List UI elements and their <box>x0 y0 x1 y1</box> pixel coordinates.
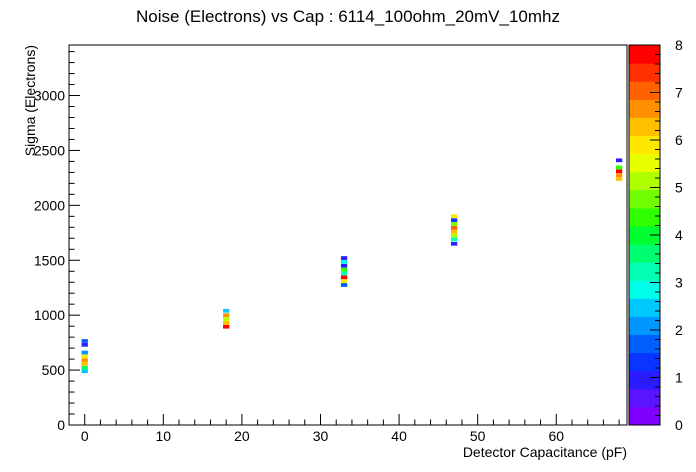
palette-tick-label: 0 <box>675 417 683 433</box>
x-tick-label: 60 <box>548 428 564 444</box>
palette-swatch <box>629 262 660 281</box>
heatmap-cell <box>340 271 348 276</box>
palette-swatch <box>629 63 660 82</box>
palette-tick-label: 7 <box>675 85 683 101</box>
palette-tick-label: 8 <box>675 37 683 53</box>
palette-tick-label: 1 <box>675 370 683 386</box>
palette-swatch <box>629 99 660 118</box>
heatmap-cell <box>340 256 348 260</box>
heatmap-cell <box>81 362 88 366</box>
heatmap-cell <box>223 317 230 321</box>
heatmap-cell <box>340 279 348 283</box>
palette-swatch <box>629 244 660 263</box>
palette-swatch <box>629 406 660 426</box>
heatmap-cell <box>340 275 348 280</box>
heatmap-cell <box>223 308 230 313</box>
heatmap-cell <box>450 233 458 238</box>
chart-title: Noise (Electrons) vs Cap : 6114_100ohm_2… <box>136 7 560 26</box>
palette-tick-label: 2 <box>675 322 683 338</box>
heatmap-cell <box>450 237 458 242</box>
palette-swatch <box>629 334 660 354</box>
palette-swatch <box>629 207 660 227</box>
heatmap-cell <box>615 158 623 163</box>
heatmap-cell <box>615 169 623 174</box>
palette-swatch <box>629 153 660 173</box>
palette-swatch <box>629 45 660 64</box>
plot-frame-layer <box>68 44 628 426</box>
palette-swatch <box>629 117 660 136</box>
heatmap-cell <box>450 229 458 234</box>
y-tick-label: 500 <box>42 362 66 378</box>
heatmap-cells <box>81 158 623 374</box>
heatmap-cell <box>81 366 88 370</box>
y-tick-label: 2000 <box>34 197 65 213</box>
x-tick-label: 10 <box>156 428 172 444</box>
axes-layer: 0 10 20 30 40 50 60 0 500 1000 1500 2000 2500 3000 <box>34 51 620 444</box>
plot-frame <box>68 44 628 426</box>
palette-swatch <box>629 316 660 336</box>
palette-tick-label: 5 <box>675 180 683 196</box>
palette-swatch <box>629 171 660 191</box>
heatmap-cell <box>223 320 230 325</box>
heatmap-cell <box>450 241 458 246</box>
x-tick-label: 30 <box>313 428 329 444</box>
heatmap-cell <box>615 165 623 170</box>
heatmap-cell <box>223 313 230 318</box>
palette-swatch <box>629 280 660 299</box>
heatmap-cell <box>81 342 88 347</box>
heatmap-cell <box>223 324 230 329</box>
heatmap-cell <box>81 350 88 355</box>
y-tick-label: 1500 <box>34 252 65 268</box>
heatmap-cell <box>450 225 458 230</box>
heatmap-cell <box>340 283 348 287</box>
palette-swatch <box>629 298 660 317</box>
y-tick-label: 1000 <box>34 307 65 323</box>
heatmap-cell <box>81 369 88 374</box>
palette-swatch <box>629 388 660 408</box>
palette-swatch <box>629 81 660 100</box>
heatmap-cell <box>340 267 348 272</box>
x-tick-label: 20 <box>234 428 250 444</box>
heatmap-cell <box>340 260 348 264</box>
heatmap-cell <box>450 222 458 226</box>
y-tick-label: 3000 <box>34 88 65 104</box>
y-tick-label: 2500 <box>34 142 65 158</box>
color-palette-axis: 0 1 2 3 4 5 6 7 8 <box>628 37 683 433</box>
palette-tick-label: 6 <box>675 132 683 148</box>
x-tick-label: 50 <box>470 428 486 444</box>
palette-tick-label: 4 <box>675 227 683 243</box>
y-axis-label: Sigma (Electrons) <box>22 45 38 156</box>
palette-swatch <box>629 225 660 245</box>
heatmap-cell <box>81 339 88 343</box>
palette-tick-label: 3 <box>675 275 683 291</box>
heatmap-cell <box>450 218 458 223</box>
y-tick-label: 0 <box>57 417 65 433</box>
heatmap-cell <box>615 173 623 178</box>
heatmap-cell <box>81 358 88 363</box>
palette-swatch <box>629 189 660 209</box>
palette-swatch <box>629 135 660 155</box>
heatmap-cell <box>340 263 348 268</box>
palette-swatch <box>629 370 660 390</box>
palette-swatch <box>629 352 660 372</box>
x-tick-label: 0 <box>81 428 89 444</box>
heatmap-cell <box>450 214 458 219</box>
x-tick-label: 40 <box>391 428 407 444</box>
heatmap-cell <box>615 177 623 181</box>
x-axis-label: Detector Capacitance (pF) <box>463 444 627 460</box>
heatmap-cell <box>81 354 88 359</box>
